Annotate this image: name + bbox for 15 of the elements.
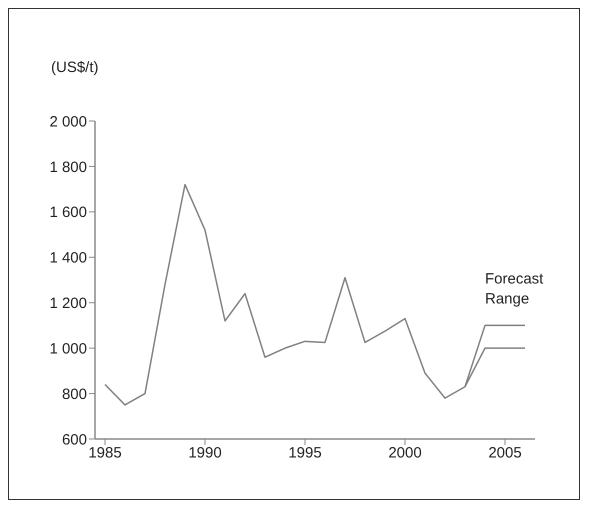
y-tick-label: 800 bbox=[62, 386, 87, 403]
x-tick-label: 2000 bbox=[388, 444, 422, 462]
y-tick-label: 1 800 bbox=[49, 158, 87, 176]
x-tick-label: 2005 bbox=[488, 444, 522, 462]
x-tick-label: 1995 bbox=[288, 444, 322, 462]
y-tick-label: 600 bbox=[62, 431, 87, 448]
y-tick-label: 2 000 bbox=[49, 113, 87, 130]
annotation: Forecast Range bbox=[485, 270, 544, 308]
x-tick-label: 1990 bbox=[188, 444, 222, 462]
y-tick-label: 1 600 bbox=[49, 204, 87, 222]
y-tick-label: 1 200 bbox=[49, 295, 87, 312]
y-axis-title: (US$/t) bbox=[51, 59, 99, 76]
y-tick-label: 1 000 bbox=[49, 340, 87, 358]
x-tick-label: 1985 bbox=[88, 444, 122, 462]
y-tick-label: 1 400 bbox=[49, 250, 87, 267]
